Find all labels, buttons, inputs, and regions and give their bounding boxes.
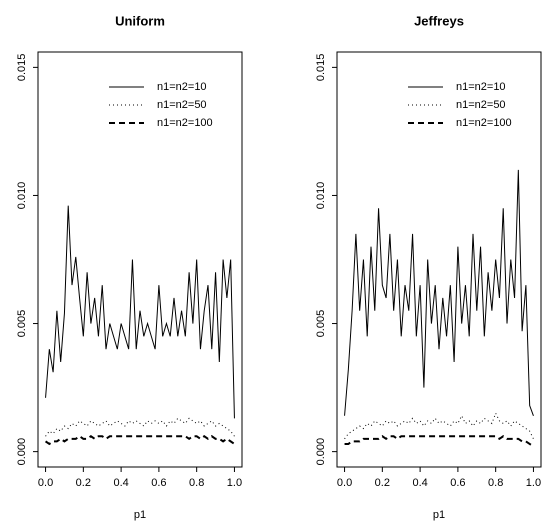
panel: Jeffreys p1 0.0 0.2 0.4 0.6 0.8 1.0 0.000 0.005 0.… [315,13,542,521]
x-tick-label: 0.2 [76,477,91,489]
plot-frame [37,51,243,468]
legend-label: n1=n2=50 [157,99,207,111]
series-line [344,169,534,416]
y-tick-label: 0.005 [16,310,28,338]
series-line [45,205,235,419]
x-tick-label: 0.4 [412,477,427,489]
legend-label: n1=n2=100 [157,117,213,129]
panel: Uniform p1 0.0 0.2 0.4 0.6 0.8 1.0 0.000 0.005 0.0… [16,13,243,521]
x-tick-label: 1.0 [526,477,541,489]
plot-frame [336,51,542,468]
y-tick-label: 0.000 [16,438,28,466]
y-tick-label: 0.015 [16,54,28,82]
y-tick-label: 0.010 [16,182,28,210]
y-tick-label: 0.005 [315,310,327,338]
x-tick-label: 0.0 [38,477,53,489]
series-line [344,435,535,448]
x-tick-label: 0.6 [151,477,166,489]
legend-label: n1=n2=10 [456,81,506,93]
x-axis-label: p1 [433,509,445,521]
x-tick-label: 0.8 [189,477,204,489]
legend-label: n1=n2=100 [456,117,512,129]
x-tick-label: 0.0 [337,477,352,489]
y-tick-label: 0.000 [315,438,327,466]
y-tick-label: 0.010 [315,182,327,210]
x-axis-label: p1 [134,509,146,521]
chart-title: Uniform [115,13,165,28]
x-tick-label: 0.2 [375,477,390,489]
x-tick-label: 0.4 [113,477,128,489]
legend-label: n1=n2=10 [157,81,207,93]
legend-label: n1=n2=50 [456,99,506,111]
x-tick-label: 0.6 [450,477,465,489]
x-tick-label: 0.8 [488,477,503,489]
y-tick-label: 0.015 [315,54,327,82]
series-line [45,417,235,437]
chart-title: Jeffreys [414,13,464,28]
series-line [344,411,534,440]
x-tick-label: 1.0 [227,477,242,489]
series-line [44,435,236,446]
